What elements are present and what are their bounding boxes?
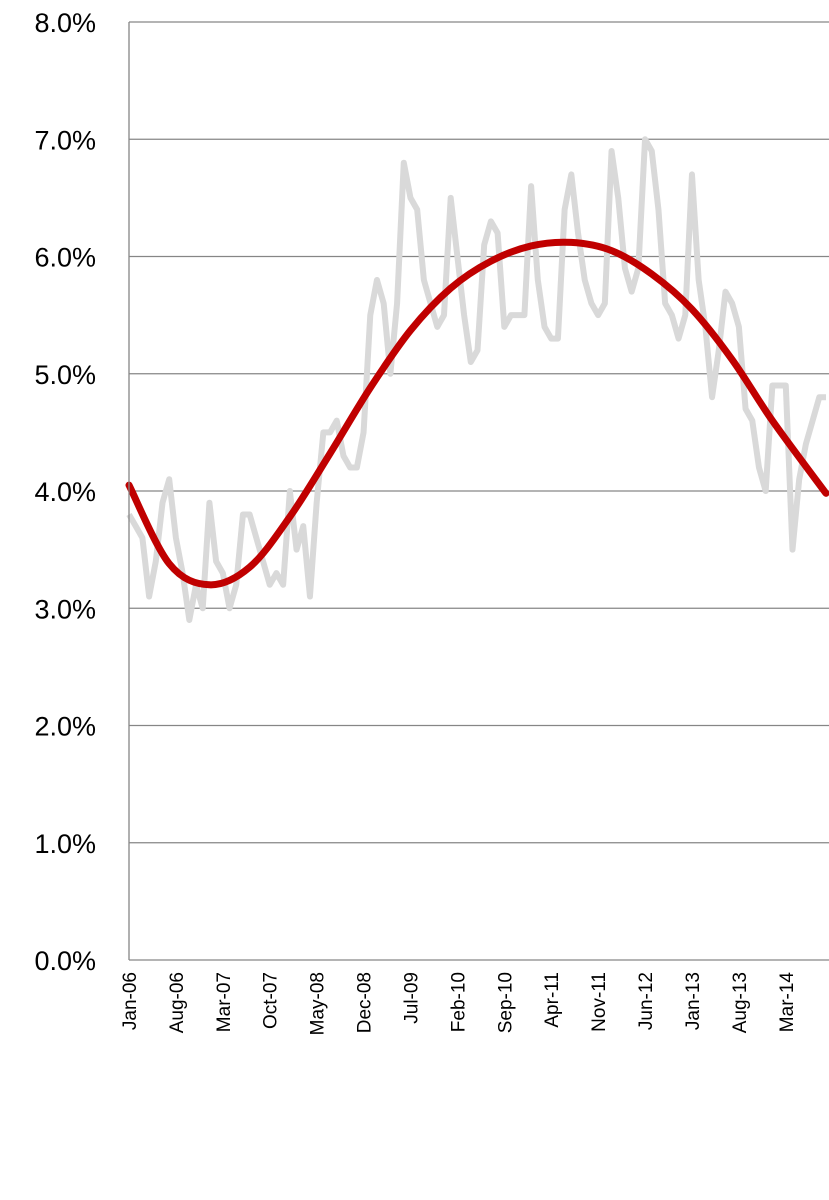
x-tick-label: May-08 (308, 972, 329, 1035)
y-tick-label: 5.0% (34, 360, 96, 390)
x-tick-label: Feb-10 (448, 972, 469, 1032)
x-tick-label: Jun-12 (636, 972, 657, 1030)
y-tick-label: 3.0% (34, 594, 96, 624)
x-tick-label: Aug-06 (167, 972, 188, 1033)
y-tick-label: 4.0% (34, 477, 96, 507)
x-tick-label: Sep-10 (495, 972, 516, 1033)
x-tick-label: Dec-08 (355, 972, 376, 1033)
y-axis-tick-labels: 0.0% 1.0% 2.0% 3.0% 4.0% 5.0% 6.0% 7.0% 8.0% (34, 8, 96, 976)
y-tick-label: 2.0% (34, 712, 96, 742)
x-tick-label: Jul-09 (401, 972, 422, 1024)
y-tick-label: 0.0% (34, 946, 96, 976)
y-tick-label: 1.0% (34, 829, 96, 859)
gridlines (129, 21, 829, 961)
x-tick-label: Mar-07 (214, 972, 235, 1032)
trend-series-line (125, 238, 829, 589)
y-tick-label: 6.0% (34, 243, 96, 273)
x-tick-label: Aug-13 (730, 972, 751, 1033)
y-tick-label: 8.0% (34, 8, 96, 38)
x-tick-label: Apr-11 (542, 972, 563, 1028)
y-tick-label: 7.0% (34, 125, 96, 155)
x-tick-label: Jan-13 (683, 972, 704, 1030)
series-lines (125, 136, 829, 623)
x-tick-label: Mar-14 (777, 972, 798, 1033)
monthly-series-line (126, 136, 826, 623)
x-tick-label: Jan-06 (120, 972, 141, 1030)
x-tick-label: Nov-11 (589, 972, 610, 1032)
x-tick-label: Oct-07 (261, 972, 282, 1029)
x-axis-tick-labels: Jan-06 Aug-06 Mar-07 Oct-07 May-08 Dec-08 Jul-… (120, 972, 798, 1036)
